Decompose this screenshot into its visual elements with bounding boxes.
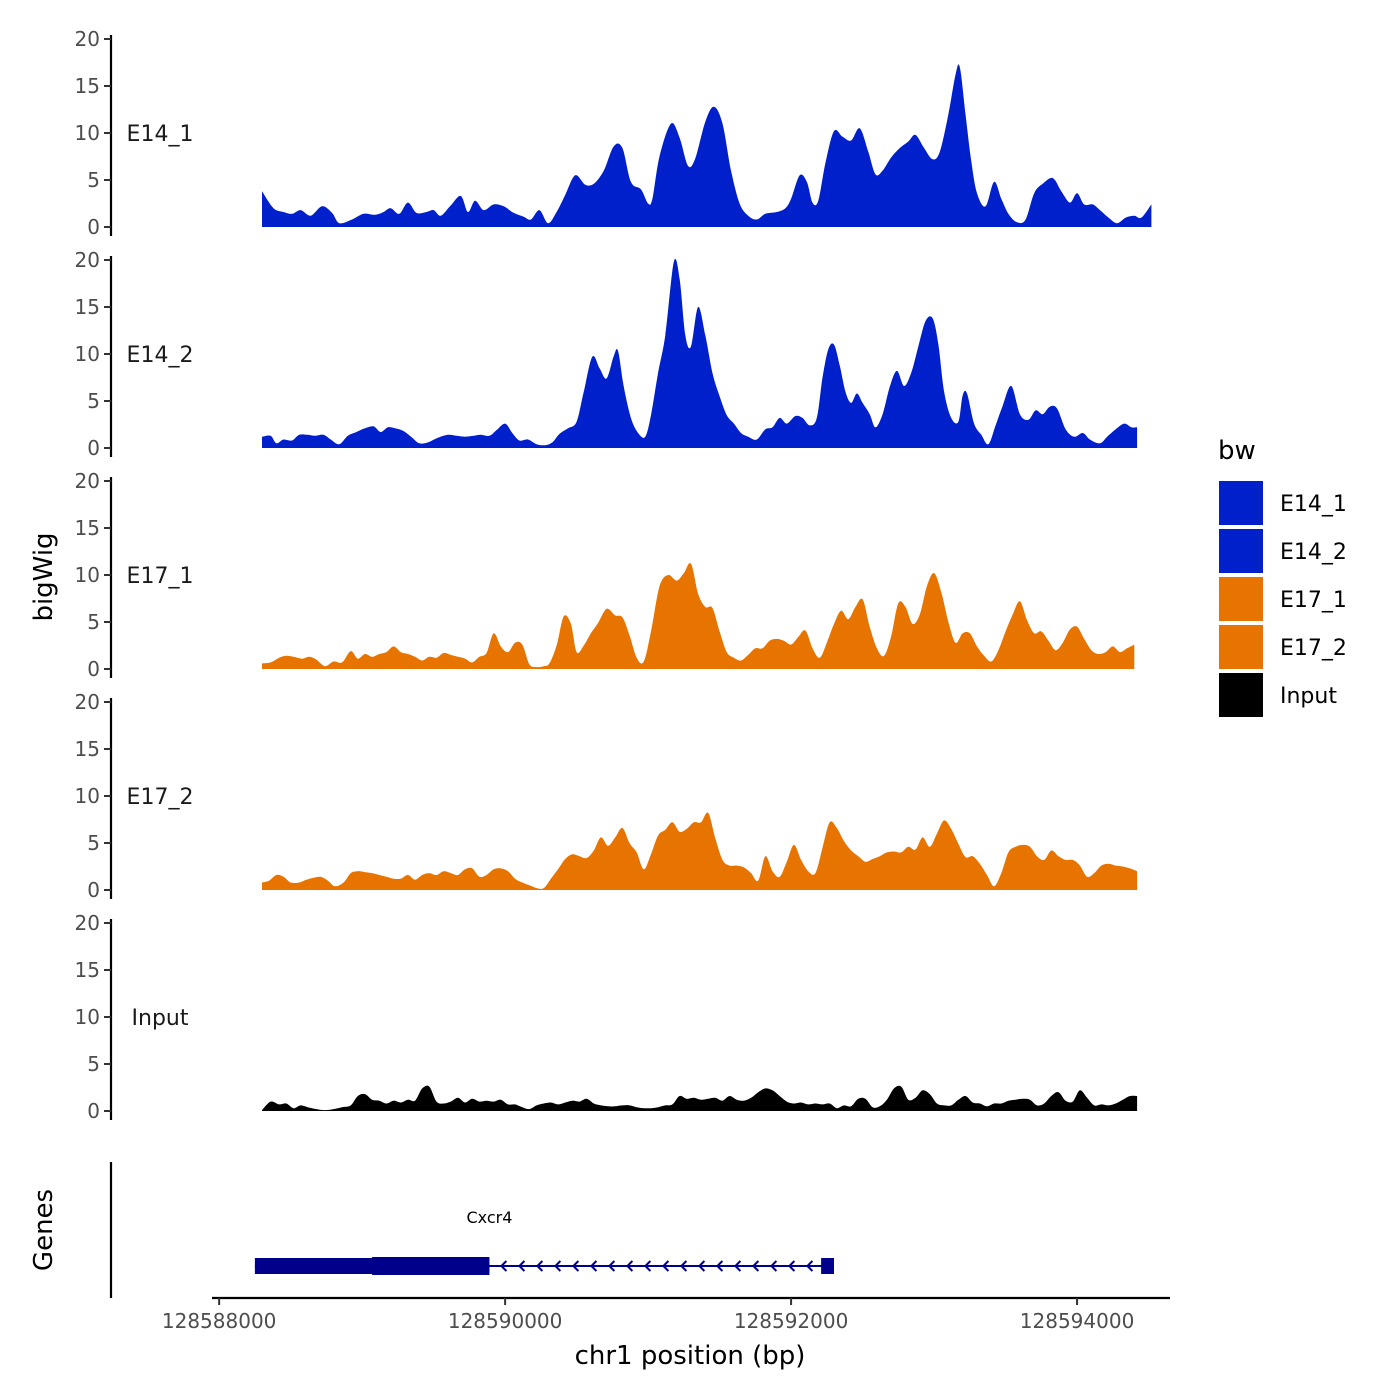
y-tick-label: 0 — [87, 436, 100, 460]
x-tick-label: 128594000 — [1020, 1309, 1135, 1333]
strand-arrow — [697, 1260, 706, 1272]
coverage-area-input — [262, 1085, 1138, 1111]
gene-cds-block — [372, 1257, 490, 1275]
track-label: Input — [132, 1006, 189, 1031]
strand-arrow — [625, 1260, 634, 1272]
y-tick-label: 20 — [75, 469, 100, 493]
strand-arrow — [553, 1260, 562, 1272]
legend-item-e17-2: E17_2 — [1219, 625, 1347, 669]
y-tick-label: 10 — [75, 342, 100, 366]
coverage-area-e17-1 — [262, 563, 1135, 669]
x-axis-title: chr1 position (bp) — [575, 1341, 806, 1371]
strand-arrow — [751, 1260, 760, 1272]
gene-track-title: Genes — [29, 1189, 59, 1271]
strand-arrow — [679, 1260, 688, 1272]
y-tick-label: 0 — [87, 657, 100, 681]
y-tick-label: 5 — [87, 831, 100, 855]
strand-arrow — [805, 1260, 814, 1272]
track-input: 0 5 10 15 20 Input — [75, 911, 1138, 1123]
track-label: E17_1 — [127, 564, 194, 589]
y-tick-label: 10 — [75, 784, 100, 808]
legend-swatch — [1219, 529, 1263, 573]
track-e17-2: 0 5 10 15 20 E17_2 — [75, 690, 1138, 902]
strand-arrow — [589, 1260, 598, 1272]
track-e17-1: 0 5 10 15 20 E17_1 — [75, 469, 1135, 681]
strand-arrow — [769, 1260, 778, 1272]
strand-arrow — [571, 1260, 580, 1272]
y-tick-label: 5 — [87, 1052, 100, 1076]
strand-arrow — [499, 1260, 508, 1272]
y-axis-title: bigWig — [29, 532, 59, 621]
track-label: E14_2 — [127, 343, 194, 368]
track-label: E17_2 — [127, 785, 194, 810]
y-tick-label: 15 — [75, 295, 100, 319]
legend-items: E14_1 E14_2 E17_1 E17_2 Input — [1219, 481, 1347, 717]
y-tick-label: 0 — [87, 215, 100, 239]
track-e14-1: 0 5 10 15 20 E14_1 — [75, 27, 1152, 239]
strand-arrow — [517, 1260, 526, 1272]
coverage-tracks: 05101520E14_105101520E14_205101520E17_10… — [75, 27, 1152, 1123]
y-tick-label: 20 — [75, 690, 100, 714]
legend-swatch — [1219, 625, 1263, 669]
strand-arrow — [535, 1260, 544, 1272]
coverage-area-e17-2 — [262, 812, 1138, 890]
legend-label: Input — [1280, 684, 1337, 709]
x-tick-label: 128592000 — [734, 1309, 849, 1333]
gene-track-panel: Genes Cxcr4 — [29, 1162, 834, 1298]
y-tick-label: 10 — [75, 1005, 100, 1029]
gene-name-label: Cxcr4 — [466, 1208, 512, 1227]
y-tick-label: 5 — [87, 389, 100, 413]
y-tick-label: 20 — [75, 911, 100, 935]
y-tick-label: 10 — [75, 563, 100, 587]
y-tick-label: 10 — [75, 121, 100, 145]
legend-label: E14_1 — [1280, 492, 1347, 517]
legend-item-input: Input — [1219, 673, 1337, 717]
y-tick-label: 15 — [75, 737, 100, 761]
legend-title: bw — [1218, 436, 1256, 466]
y-tick-label: 20 — [75, 248, 100, 272]
strand-arrow — [733, 1260, 742, 1272]
legend-item-e17-1: E17_1 — [1219, 577, 1347, 621]
strand-arrow — [643, 1260, 652, 1272]
y-tick-label: 20 — [75, 27, 100, 51]
legend-swatch — [1219, 673, 1263, 717]
x-tick-label: 128588000 — [162, 1309, 277, 1333]
strand-arrow — [715, 1260, 724, 1272]
y-tick-label: 15 — [75, 958, 100, 982]
y-tick-label: 5 — [87, 610, 100, 634]
track-label: E14_1 — [127, 122, 194, 147]
legend-label: E17_1 — [1280, 588, 1347, 613]
legend-label: E17_2 — [1280, 636, 1347, 661]
strand-arrow — [661, 1260, 670, 1272]
gene-models: Cxcr4 — [254, 1208, 834, 1275]
legend-swatch — [1219, 481, 1263, 525]
y-tick-label: 0 — [87, 1099, 100, 1123]
y-tick-label: 15 — [75, 74, 100, 98]
gene-cxcr4: Cxcr4 — [254, 1208, 834, 1275]
y-tick-label: 0 — [87, 878, 100, 902]
x-tick-label: 128590000 — [448, 1309, 563, 1333]
x-axis-ticks: 128588000 128590000 128592000 128594000 — [162, 1298, 1134, 1333]
legend-item-e14-2: E14_2 — [1219, 529, 1347, 573]
legend-item-e14-1: E14_1 — [1219, 481, 1347, 525]
y-tick-label: 5 — [87, 168, 100, 192]
track-e14-2: 0 5 10 15 20 E14_2 — [75, 248, 1138, 460]
x-axis: 128588000 128590000 128592000 128594000 chr… — [162, 1296, 1170, 1371]
coverage-area-e14-1 — [262, 64, 1152, 227]
coverage-area-e14-2 — [262, 258, 1138, 448]
strand-arrow — [607, 1260, 616, 1272]
strand-arrow — [787, 1260, 796, 1272]
y-tick-label: 15 — [75, 516, 100, 540]
legend-label: E14_2 — [1280, 540, 1347, 565]
legend: bw E14_1 E14_2 E17_1 E17_2 Input — [1218, 436, 1347, 717]
gene-exon — [821, 1258, 834, 1274]
legend-swatch — [1219, 577, 1263, 621]
